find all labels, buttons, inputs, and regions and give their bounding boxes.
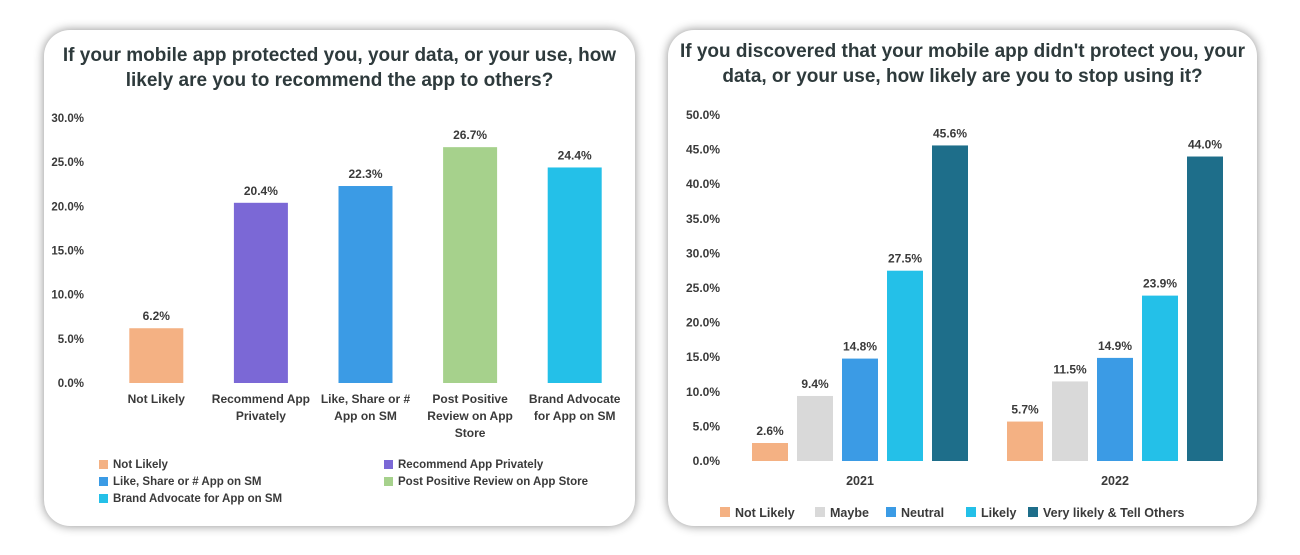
x-tick-label-line: Not Likely [128, 392, 186, 406]
data-label: 45.6% [933, 126, 967, 140]
y-tick-label: 25.0% [686, 281, 720, 295]
legend-label: Not Likely [113, 459, 169, 471]
chart-title: If your mobile app protected you, your d… [62, 45, 617, 91]
y-tick-label: 15.0% [686, 350, 720, 364]
bar [443, 147, 498, 383]
bar [129, 328, 184, 383]
x-tick-label: Post Positive Review on App Store [427, 392, 513, 440]
legend-label: Post Positive Review on App Store [398, 476, 588, 488]
x-tick-label-line: Store [455, 426, 486, 440]
legend-label: Very likely & Tell Others [1043, 506, 1185, 520]
x-tick-label-line: Privately [236, 409, 286, 423]
data-label: 26.7% [453, 128, 487, 142]
data-label: 5.7% [1011, 403, 1039, 417]
chart-title: If you discovered that your mobile app d… [679, 41, 1246, 87]
data-label: 2.6% [756, 424, 784, 438]
y-tick-label: 0.0% [693, 454, 721, 468]
legend-swatch [720, 507, 730, 517]
y-tick-label: 10.0% [51, 290, 84, 302]
legend-swatch [886, 507, 896, 517]
legend-swatch [384, 460, 393, 469]
x-tick-label: Recommend App Privately [212, 392, 310, 423]
x-tick-label: Brand Advocate for App on SM [529, 392, 621, 423]
data-label: 14.8% [843, 340, 877, 354]
x-tick-label-line: Like, Share or # [321, 392, 411, 406]
grouped-bar-chart-stop-using: 0.0% 5.0% 10.0% 15.0% 20.0% 25.0% 30.0% 35.0% 40… [686, 108, 1223, 520]
data-label: 22.3% [348, 167, 382, 181]
bar-chart-recommend: 0.0% 5.0% 10.0% 15.0% 20.0% 25.0% 30.0% 6.2% Not… [51, 113, 621, 505]
legend-swatch [99, 477, 108, 486]
bar [1052, 381, 1088, 461]
bar [1007, 421, 1043, 461]
legend-swatch [99, 460, 108, 469]
x-tick-label-line: Recommend App [212, 392, 310, 406]
y-tick-label: 15.0% [51, 246, 84, 258]
y-tick-label: 45.0% [686, 143, 720, 157]
legend-label: Likely [981, 506, 1016, 520]
data-label: 23.9% [1143, 277, 1177, 291]
x-tick-label: 2022 [1101, 474, 1129, 488]
legend-label: Maybe [830, 506, 869, 520]
data-label: 14.9% [1098, 339, 1132, 353]
y-tick-label: 0.0% [58, 378, 84, 390]
x-tick-label: Like, Share or # App on SM [321, 392, 411, 423]
y-tick-label: 40.0% [686, 177, 720, 191]
legend-swatch [1028, 507, 1038, 517]
bar [1187, 156, 1223, 461]
data-label: 20.4% [244, 184, 278, 198]
legend-swatch [99, 494, 108, 503]
data-label: 11.5% [1053, 362, 1087, 376]
bar [752, 443, 788, 461]
chart-panel-stop-using: If you discovered that your mobile app d… [668, 30, 1257, 526]
x-tick-label-line: App on SM [334, 409, 397, 423]
legend-label: Like, Share or # App on SM [113, 476, 261, 488]
y-tick-label: 5.0% [58, 334, 84, 346]
y-tick-label: 5.0% [693, 419, 721, 433]
y-tick-label: 20.0% [686, 316, 720, 330]
bar [338, 186, 393, 383]
bar [233, 202, 288, 383]
legend-swatch [815, 507, 825, 517]
legend-label: Recommend App Privately [398, 459, 544, 471]
legend-label: Neutral [901, 506, 944, 520]
bar [547, 167, 602, 383]
legend-label: Not Likely [735, 506, 795, 520]
y-tick-label: 30.0% [51, 113, 84, 125]
bar [887, 270, 923, 461]
data-label: 27.5% [888, 252, 922, 266]
legend-swatch [384, 477, 393, 486]
y-tick-label: 50.0% [686, 108, 720, 122]
bar [932, 145, 968, 461]
y-tick-label: 25.0% [51, 157, 84, 169]
bar [1097, 357, 1133, 461]
x-tick-label-line: for App on SM [534, 409, 616, 423]
y-tick-label: 10.0% [686, 385, 720, 399]
y-tick-label: 30.0% [686, 246, 720, 260]
bar [842, 358, 878, 461]
y-tick-label: 20.0% [51, 201, 84, 213]
bar [797, 395, 833, 461]
data-label: 44.0% [1188, 138, 1222, 152]
chart-panel-recommend: If your mobile app protected you, your d… [44, 30, 635, 526]
data-label: 24.4% [558, 148, 592, 162]
legend-label: Brand Advocate for App on SM [113, 493, 282, 505]
legend-swatch [966, 507, 976, 517]
bar [1142, 295, 1178, 461]
x-tick-label: 2021 [846, 474, 874, 488]
x-tick-label-line: Brand Advocate [529, 392, 621, 406]
data-label: 9.4% [801, 377, 829, 391]
x-tick-label-line: Post Positive [432, 392, 508, 406]
data-label: 6.2% [143, 309, 171, 323]
y-tick-label: 35.0% [686, 212, 720, 226]
x-tick-label: Not Likely [128, 392, 186, 406]
x-tick-label-line: Review on App [427, 409, 513, 423]
